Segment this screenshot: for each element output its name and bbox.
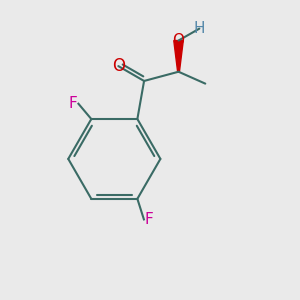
Polygon shape — [174, 40, 183, 72]
Text: O: O — [112, 57, 125, 75]
Text: F: F — [69, 96, 77, 111]
Text: O: O — [172, 33, 184, 48]
Text: H: H — [194, 21, 205, 36]
Text: F: F — [145, 212, 154, 227]
